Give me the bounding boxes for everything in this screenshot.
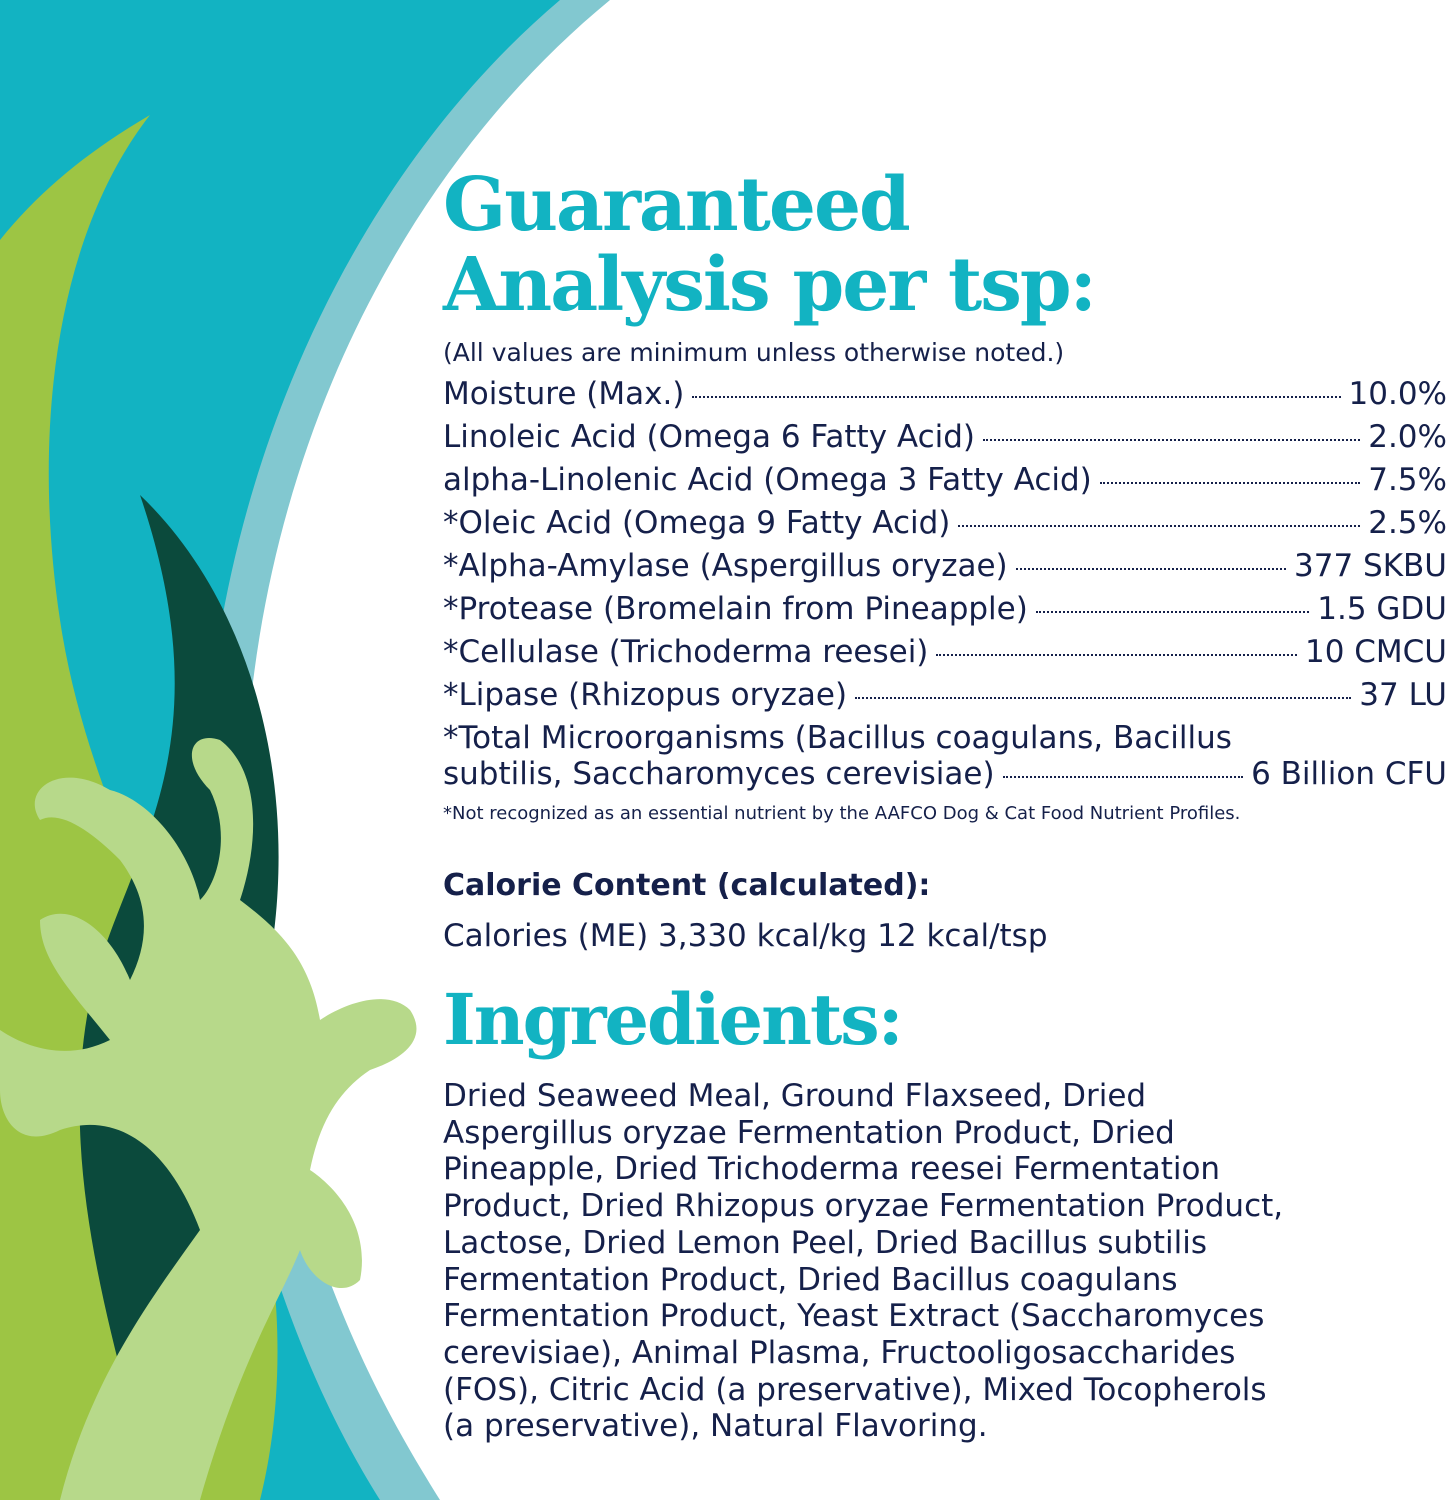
analysis-row: *Lipase (Rhizopus oryzae) 37 LU (443, 677, 1447, 720)
leader-dots (983, 439, 1361, 441)
ingredients-title: Ingredients: (443, 978, 904, 1061)
leader-dots (1099, 482, 1361, 484)
leader-dots (692, 396, 1341, 398)
analysis-note: (All values are minimum unless otherwise… (443, 338, 1065, 367)
row-label: Linoleic Acid (Omega 6 Fatty Acid) (443, 419, 975, 455)
ingredients-line: Lactose, Dried Lemon Peel, Dried Bacillu… (443, 1224, 1207, 1261)
ingredients-line: (FOS), Citric Acid (a preservative), Mix… (443, 1371, 1267, 1408)
row-label: *Alpha-Amylase (Aspergillus oryzae) (443, 548, 1008, 584)
analysis-row: *Alpha-Amylase (Aspergillus oryzae) 377 S… (443, 548, 1447, 591)
ingredients-list: Dried Seaweed Meal, Ground Flaxseed, Dri… (443, 1078, 1283, 1445)
ingredients-line: Fermentation Product, Dried Bacillus coa… (443, 1261, 1178, 1298)
analysis-row: *Protease (Bromelain from Pineapple) 1.5 … (443, 591, 1447, 634)
ingredients-line: Aspergillus oryzae Fermentation Product,… (443, 1114, 1175, 1151)
ingredients-line: cerevisiae), Animal Plasma, Fructooligos… (443, 1334, 1236, 1371)
leader-dots (1035, 611, 1310, 613)
calorie-content-heading: Calorie Content (calculated): (443, 868, 931, 903)
row-value: 1.5 GDU (1317, 591, 1447, 627)
analysis-row: *Oleic Acid (Omega 9 Fatty Acid) 2.5% (443, 505, 1447, 548)
row-value: 7.5% (1368, 462, 1447, 498)
row-label: alpha-Linolenic Acid (Omega 3 Fatty Acid… (443, 462, 1092, 498)
row-value: 2.5% (1368, 505, 1447, 541)
calorie-content-text: Calories (ME) 3,330 kcal/kg 12 kcal/tsp (443, 918, 1048, 954)
analysis-row-microorganisms: *Total Microorganisms (Bacillus coagulan… (443, 720, 1447, 792)
leader-dots (1002, 776, 1244, 778)
row-value: 10 CMCU (1304, 634, 1447, 670)
ingredients-line: Fermentation Product, Yeast Extract (Sac… (443, 1298, 1265, 1335)
analysis-row: *Cellulase (Trichoderma reesei) 10 CMCU (443, 634, 1447, 677)
analysis-row: Moisture (Max.) 10.0% (443, 376, 1447, 419)
row-value: 37 LU (1359, 677, 1447, 713)
analysis-row: alpha-Linolenic Acid (Omega 3 Fatty Acid… (443, 462, 1447, 505)
aafco-footnote: *Not recognized as an essential nutrient… (443, 803, 1241, 824)
pale-green-coral (0, 738, 417, 1500)
row-label-line2: subtilis, Saccharomyces cerevisiae) (443, 756, 995, 792)
guaranteed-analysis-title-line2: Analysis per tsp: (443, 242, 1097, 328)
guaranteed-analysis-title-line1: Guaranteed (443, 162, 911, 248)
leader-dots (936, 654, 1297, 656)
row-value: 2.0% (1368, 419, 1447, 455)
row-label: Moisture (Max.) (443, 376, 685, 412)
leader-dots (958, 525, 1361, 527)
row-label: *Oleic Acid (Omega 9 Fatty Acid) (443, 505, 951, 541)
ingredients-line: Dried Seaweed Meal, Ground Flaxseed, Dri… (443, 1078, 1147, 1114)
leader-dots (855, 697, 1352, 699)
ingredients-line: (a preservative), Natural Flavoring. (443, 1408, 988, 1445)
row-label: *Lipase (Rhizopus oryzae) (443, 677, 848, 713)
row-value: 6 Billion CFU (1251, 756, 1447, 792)
row-value: 377 SKBU (1294, 548, 1447, 584)
row-label: *Protease (Bromelain from Pineapple) (443, 591, 1028, 627)
analysis-table: Moisture (Max.) 10.0% Linoleic Acid (Omeg… (443, 376, 1447, 792)
leader-dots (1015, 568, 1286, 570)
ingredients-line: Product, Dried Rhizopus oryzae Fermentat… (443, 1188, 1284, 1225)
row-label-line1: *Total Microorganisms (Bacillus coagulan… (443, 720, 1232, 756)
row-line2: subtilis, Saccharomyces cerevisiae) 6 Bil… (443, 756, 1447, 792)
analysis-row: Linoleic Acid (Omega 6 Fatty Acid) 2.0% (443, 419, 1447, 462)
row-value: 10.0% (1348, 376, 1447, 412)
ingredients-line: Pineapple, Dried Trichoderma reesei Ferm… (443, 1151, 1221, 1188)
row-label: *Cellulase (Trichoderma reesei) (443, 634, 929, 670)
